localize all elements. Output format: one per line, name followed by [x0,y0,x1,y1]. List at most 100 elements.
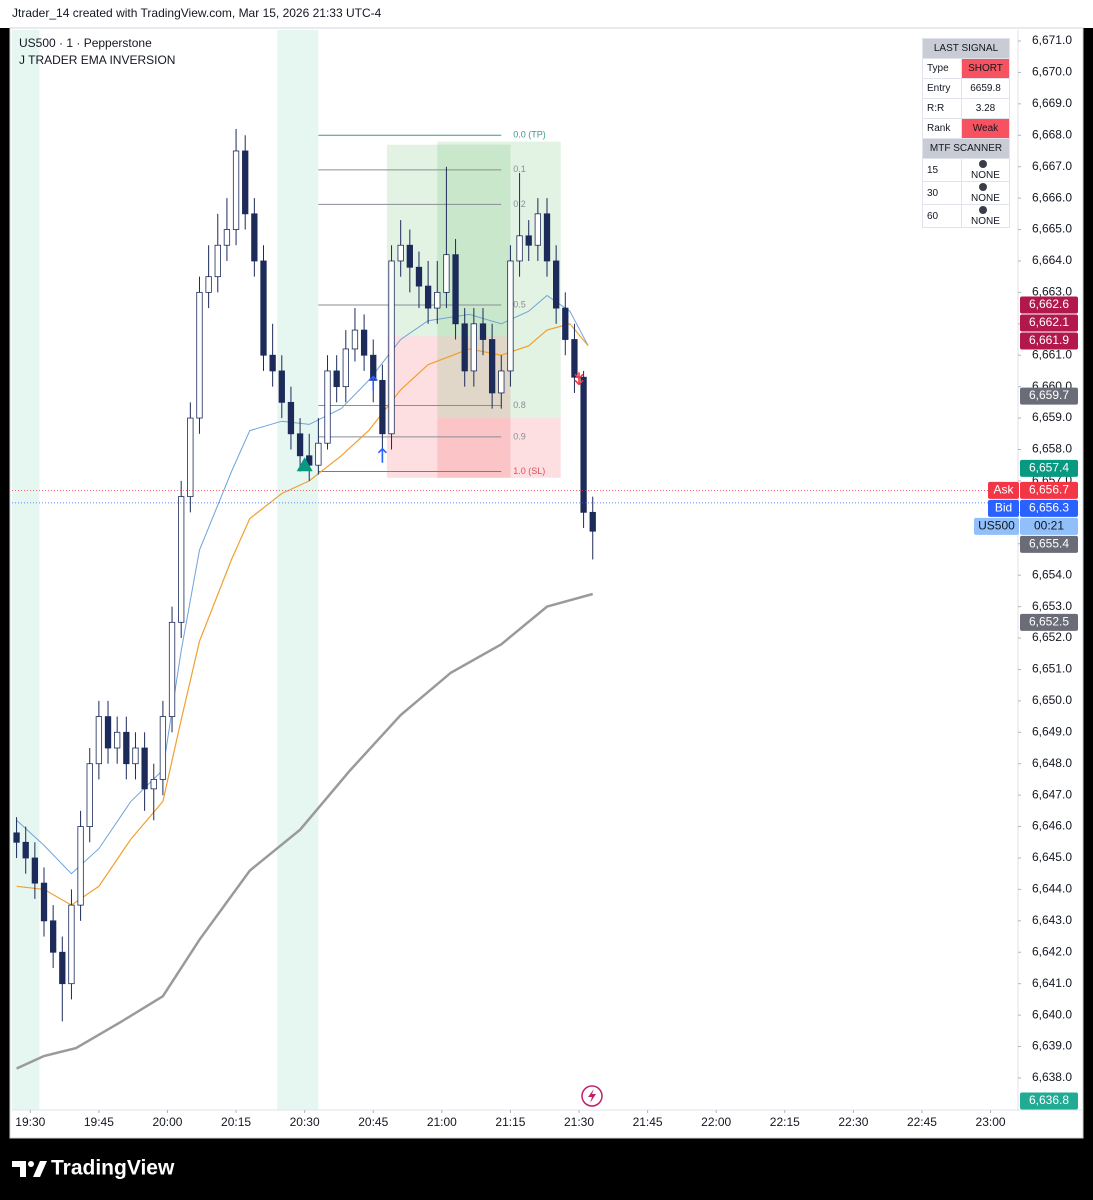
fib-label: 0.9 [513,431,526,441]
price-badge-label: 6,659.7 [1029,388,1069,402]
table-title: LAST SIGNAL [922,38,1010,59]
candle-body [214,244,221,278]
y-tick-label: 6,654.0 [1032,567,1072,581]
x-tick-label: 19:30 [15,1115,45,1129]
y-tick-label: 6,665.0 [1032,222,1072,236]
y-tick-label: 6,638.0 [1032,1070,1072,1084]
y-tick-label: 6,651.0 [1032,662,1072,676]
candle-body [534,213,542,246]
status-text: NONE [971,216,1000,227]
candle-body [232,150,240,230]
fib-label: 0.0 (TP) [513,130,546,140]
symbol-legend: US500 · 1 · Pepperstone [19,36,152,50]
candle-body [223,229,231,246]
candle-body [77,826,84,906]
candle-body [461,323,468,372]
session-shade [12,30,40,1110]
table-key: 15 [922,158,962,182]
y-tick-label: 6,640.0 [1032,1007,1072,1021]
icon-bolt [588,1089,596,1103]
candle-body [287,401,295,435]
candle-body [95,716,103,765]
candle-body [507,260,514,372]
y-tick-label: 6,645.0 [1032,850,1072,864]
candle-body [196,291,203,419]
x-tick-label: 19:45 [84,1115,114,1129]
ema-line [16,323,589,906]
price-badge [1020,481,1078,499]
price-badge [1020,296,1078,314]
y-tick-label: 6,639.0 [1032,1039,1072,1053]
table-key: Entry [922,78,962,99]
price-badge [1020,332,1078,350]
candle-body [479,323,487,340]
ema-line [16,592,594,1070]
price-badge [1020,387,1078,405]
candle-body [86,763,93,827]
y-tick-label: 6,667.0 [1032,159,1072,173]
table-key: 30 [922,181,962,205]
fib-label: 1.0 (SL) [513,466,545,476]
replay-icon[interactable] [581,1085,603,1107]
y-tick-label: 6,643.0 [1032,913,1072,927]
price-tag-label: Ask [993,483,1014,497]
header-bar [0,0,1093,28]
x-tick-label: 21:30 [564,1115,594,1129]
price-badge [1020,535,1078,553]
candle-body [315,442,322,466]
price-badge-label: 6,662.6 [1029,297,1069,311]
logo-glyph [28,1161,34,1167]
y-tick-label: 6,644.0 [1032,882,1072,896]
y-tick-label: 6,641.0 [1032,976,1072,990]
candle-body [269,354,276,372]
x-tick-label: 22:30 [838,1115,868,1129]
candle-body [333,370,340,388]
table-key: Type [922,58,962,79]
fib-label: 0.5 [513,299,526,309]
y-tick-label: 6,661.0 [1032,347,1072,361]
candle-body [296,433,304,457]
ema-line [16,294,589,875]
price-badge-label: 6,636.8 [1029,1093,1069,1107]
candle-body [516,235,523,262]
price-tag [988,499,1019,517]
header-text: Jtrader_14 created with TradingView.com,… [12,6,382,20]
table-value: NONE [961,158,1010,182]
y-tick-label: 6,663.0 [1032,285,1072,299]
candle-body [589,511,596,532]
price-badge-label: 6,656.7 [1029,483,1069,497]
x-tick-label: 20:00 [152,1115,182,1129]
candle-body [388,260,395,435]
candle-body [525,235,532,246]
table-key: R:R [922,98,962,119]
candle-body [22,841,29,859]
fib-label: 0.8 [513,400,526,410]
table-value: SHORT [961,58,1010,79]
price-badge [1020,499,1078,517]
candle-body [351,329,359,350]
candle-body [580,376,587,513]
x-tick-label: 22:15 [770,1115,800,1129]
candle-body [168,621,176,717]
candle-body [415,266,423,287]
candle-body [132,747,139,765]
logo-glyph [33,1161,47,1177]
signal-triangle [296,457,313,472]
y-tick-label: 6,658.0 [1032,442,1072,456]
x-tick-label: 20:30 [290,1115,320,1129]
candle-body [59,951,66,985]
candle-body [488,339,496,394]
table-value: NONE [961,181,1010,205]
candle-body [553,260,560,309]
price-badge [1020,1092,1078,1110]
chart-frame [9,27,1084,1139]
status-text: NONE [971,170,1000,181]
candle-body [68,904,75,985]
price-badge-label: 6,657.4 [1029,461,1069,475]
candle-body [187,417,194,498]
y-tick-label: 6,649.0 [1032,724,1072,738]
price-badge-label: 6,662.1 [1029,315,1069,329]
status-text: NONE [971,193,1000,204]
signal-arrow [377,447,387,463]
price-badge-label: 6,661.9 [1029,333,1069,347]
